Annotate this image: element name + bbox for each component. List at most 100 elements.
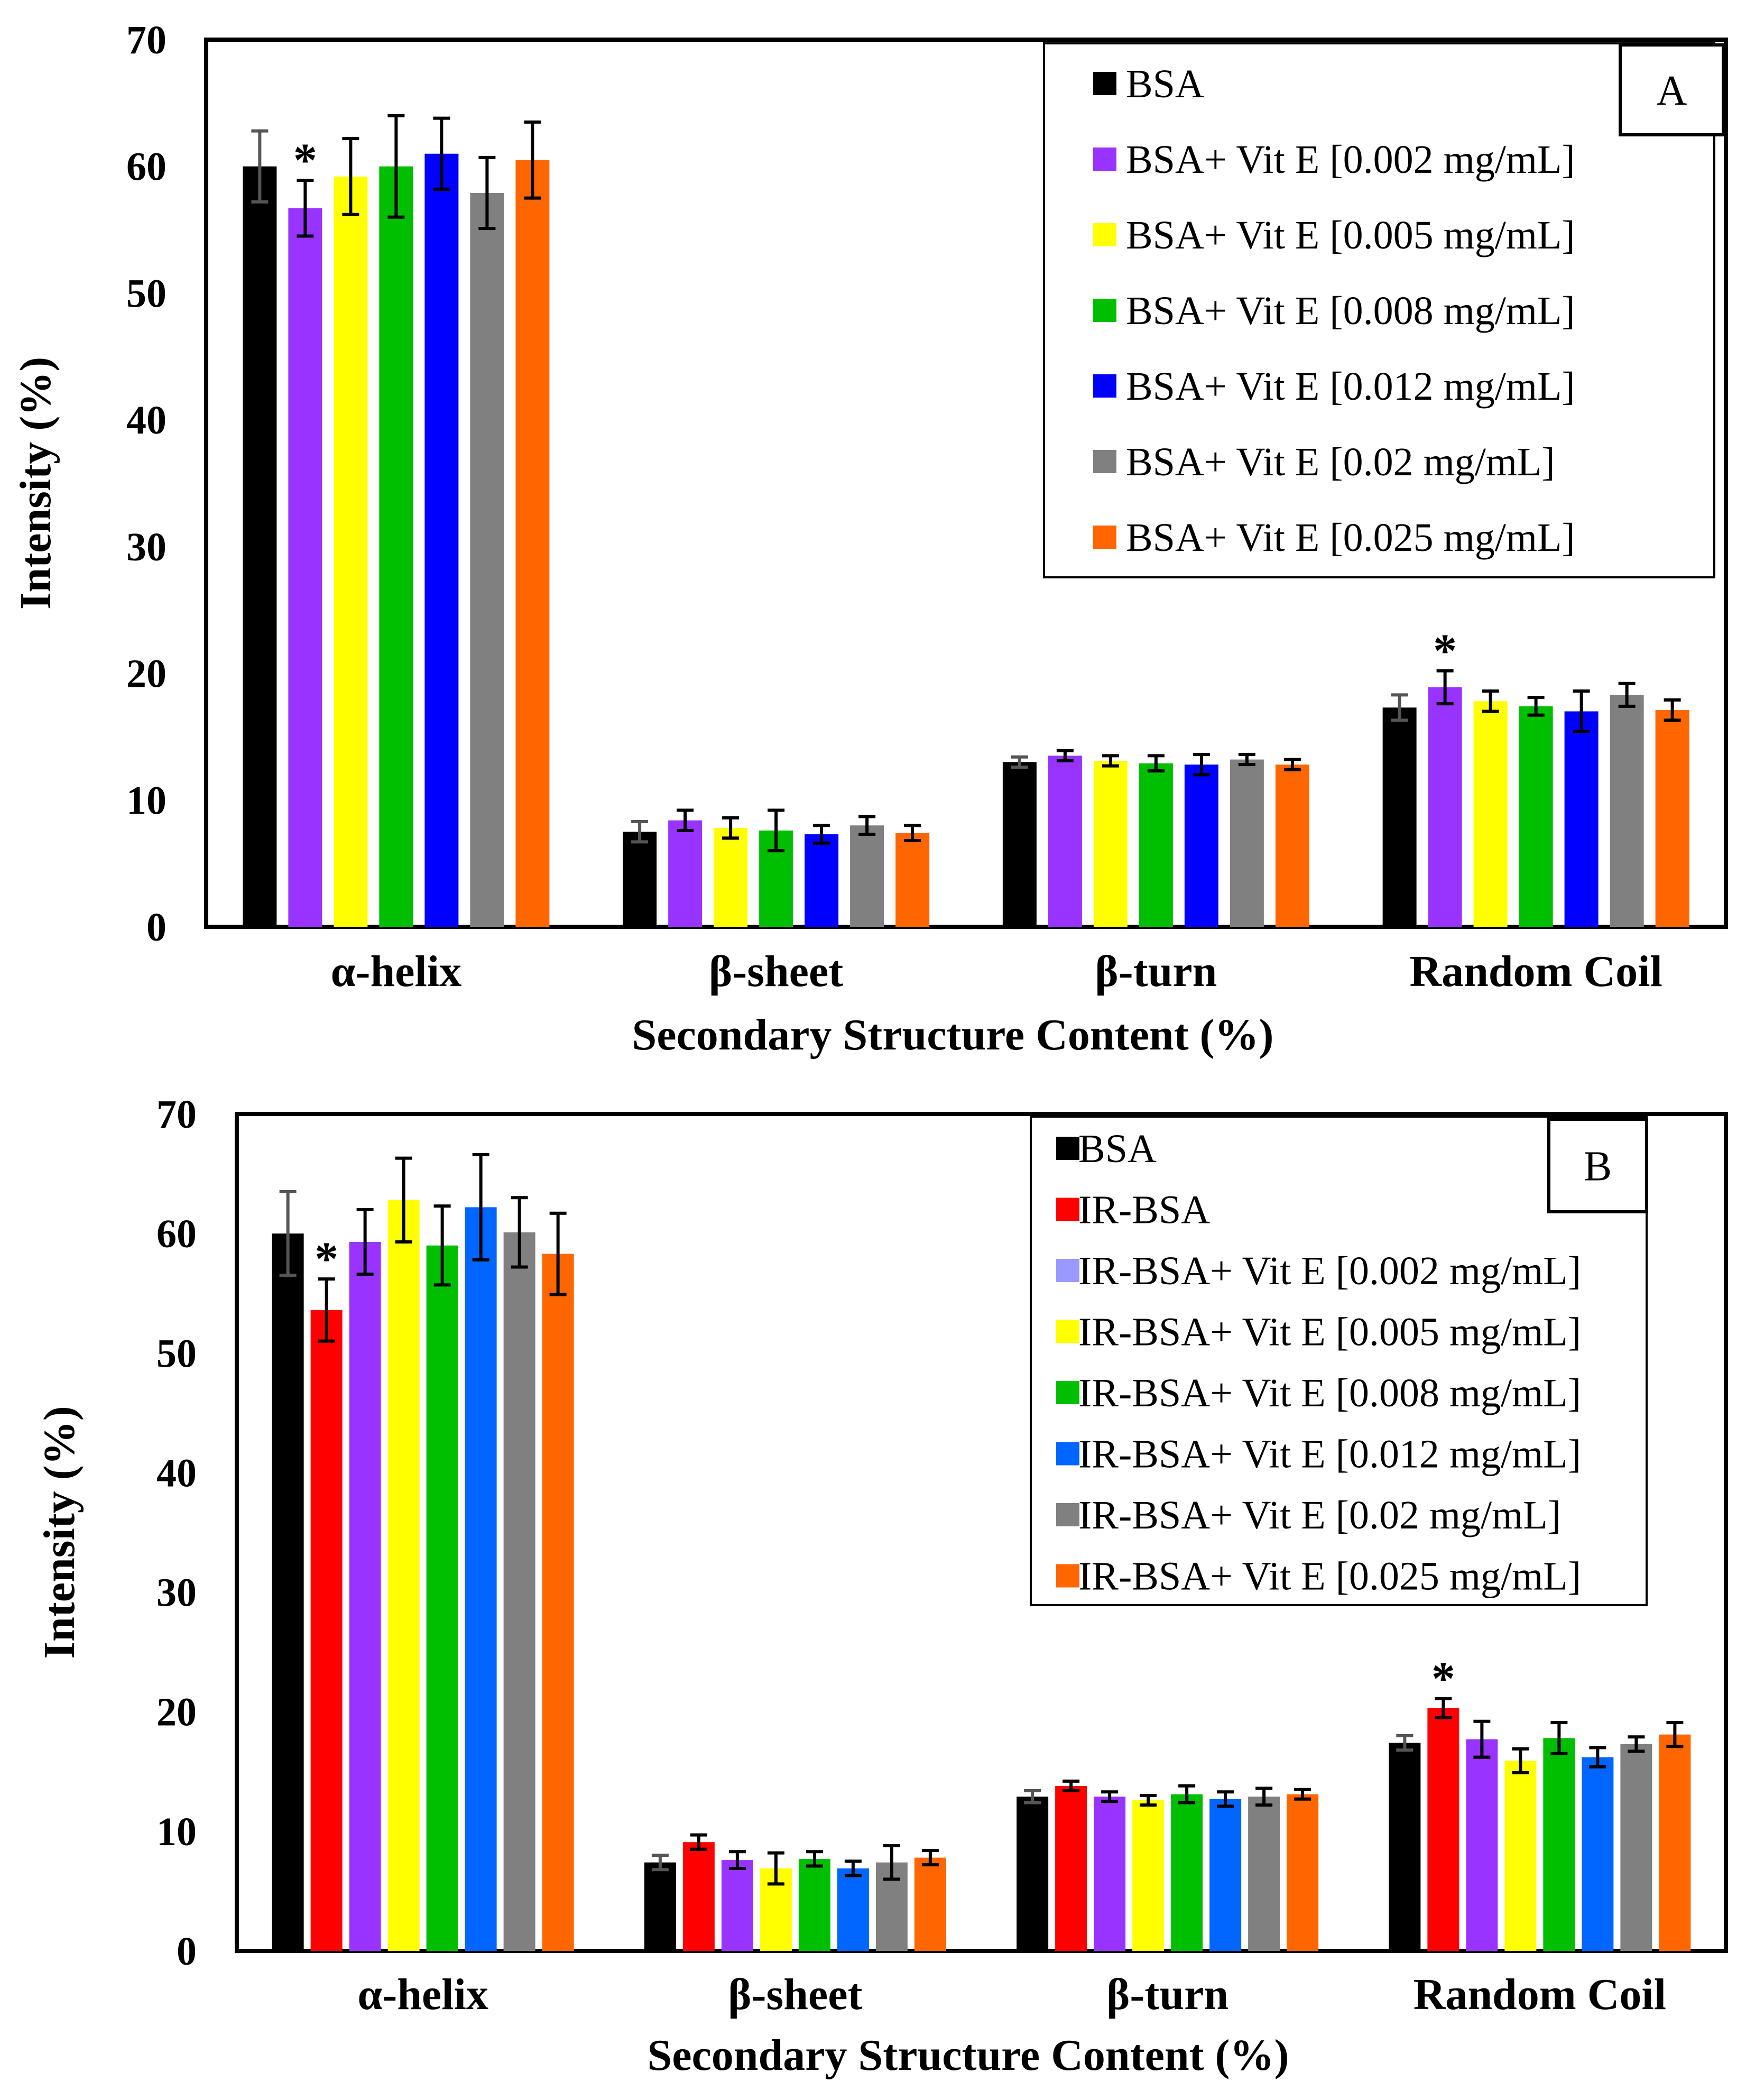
- legend-entry: BSA: [1078, 1127, 1157, 1171]
- legend-swatch: [1093, 72, 1116, 95]
- bar: [243, 166, 277, 927]
- x-category-label: β-sheet: [728, 1970, 862, 2019]
- bar: [379, 166, 413, 927]
- plot-frame: [235, 1112, 1728, 1953]
- bar: [542, 1254, 574, 1951]
- legend-entry: IR-BSA: [1078, 1188, 1210, 1232]
- bar: [1002, 762, 1037, 927]
- legend-entry: BSA+ Vit E [0.012 mg/mL]: [1126, 364, 1575, 409]
- bar: [805, 834, 839, 927]
- bar: [1504, 1761, 1537, 1951]
- x-category-label: Random Coil: [1409, 947, 1662, 996]
- bar: [1055, 1785, 1087, 1951]
- legend-box: [1043, 42, 1715, 578]
- legend-swatch: [1056, 1198, 1079, 1221]
- bar: [349, 1241, 381, 1951]
- bar: [1171, 1794, 1203, 1951]
- legend-entry: IR-BSA+ Vit E [0.025 mg/mL]: [1078, 1554, 1581, 1599]
- x-category-label: α-helix: [357, 1970, 488, 2019]
- legend-entry: BSA+ Vit E [0.005 mg/mL]: [1126, 213, 1575, 257]
- bar: [465, 1207, 497, 1951]
- panel-label: A: [1657, 68, 1687, 114]
- legend-swatch: [1093, 299, 1116, 322]
- bar: [682, 1842, 715, 1951]
- bar: [1132, 1800, 1165, 1951]
- bar: [1287, 1794, 1319, 1951]
- bar: [424, 153, 459, 927]
- bar: [387, 1200, 420, 1951]
- legend-swatch: [1093, 148, 1116, 171]
- bar: [1230, 759, 1264, 927]
- legend-swatch: [1093, 450, 1116, 473]
- bar: [1564, 711, 1599, 927]
- legend-entry: IR-BSA+ Vit E [0.02 mg/mL]: [1078, 1493, 1561, 1537]
- bar: [426, 1245, 458, 1951]
- legend-box: [1030, 1116, 1648, 1606]
- y-tick-label: 60: [126, 145, 167, 189]
- bar: [721, 1860, 753, 1951]
- bar: [1094, 1797, 1126, 1951]
- legend-entry: BSA+ Vit E [0.008 mg/mL]: [1126, 289, 1575, 333]
- chart-panel-b: 0 10 20 30 40 50 60 70 Intensity (%) α-helix β-she…: [35, 1092, 1728, 2080]
- bar: [1093, 760, 1128, 927]
- significance-marker: *: [1433, 625, 1457, 677]
- legend-swatch: [1056, 1259, 1079, 1282]
- bar: [850, 825, 884, 927]
- y-tick-label: 40: [126, 398, 167, 443]
- bar: [623, 832, 657, 927]
- x-category-label: β-turn: [1095, 947, 1217, 996]
- legend-swatch: [1056, 1503, 1079, 1526]
- bar: [1017, 1797, 1049, 1951]
- y-tick-label: 20: [126, 652, 167, 696]
- x-axis-title: Secondary Structure Content (%): [632, 1010, 1274, 1060]
- y-tick-label: 70: [126, 18, 167, 62]
- y-tick-label: 10: [156, 1810, 197, 1854]
- bar: [714, 828, 748, 927]
- y-tick-label: 50: [126, 271, 167, 316]
- legend-swatch: [1056, 1137, 1079, 1160]
- legend-entry: IR-BSA+ Vit E [0.002 mg/mL]: [1078, 1249, 1581, 1293]
- bar: [1582, 1757, 1614, 1951]
- legend-entry: BSA+ Vit E [0.025 mg/mL]: [1126, 515, 1575, 560]
- bar: [914, 1857, 946, 1951]
- y-tick-label: 10: [126, 778, 167, 823]
- x-category-label: α-helix: [331, 947, 462, 996]
- legend-swatch: [1056, 1442, 1079, 1466]
- y-axis-title: Intensity (%): [35, 1406, 84, 1659]
- significance-marker: *: [315, 1233, 338, 1285]
- legend-swatch: [1056, 1320, 1079, 1343]
- legend-entry: BSA+ Vit E [0.002 mg/mL]: [1126, 137, 1575, 182]
- y-tick-label: 0: [177, 1929, 197, 1974]
- y-axis-title: Intensity (%): [11, 357, 60, 610]
- bar: [1543, 1738, 1575, 1951]
- y-tick-label: 60: [156, 1212, 197, 1256]
- bar: [1655, 710, 1689, 927]
- bar: [798, 1858, 830, 1951]
- bar: [1139, 763, 1173, 927]
- bar: [334, 176, 368, 927]
- bar: [668, 820, 703, 927]
- bar: [1610, 695, 1644, 927]
- chart-panel-a: 0 10 20 30 40 50 60 70 Intensity (%) α-helix β-she…: [11, 18, 1728, 1060]
- x-axis-title: Secondary Structure Content (%): [648, 2031, 1289, 2080]
- significance-marker: *: [293, 134, 317, 187]
- legend-swatch: [1056, 1564, 1079, 1588]
- y-tick-label: 40: [156, 1451, 197, 1495]
- bar: [515, 160, 550, 927]
- panel-label-box: [1619, 43, 1725, 136]
- legend-entry: IR-BSA+ Vit E [0.005 mg/mL]: [1078, 1310, 1581, 1355]
- bar: [644, 1862, 676, 1951]
- bar: [288, 208, 322, 927]
- bar: [1184, 765, 1218, 927]
- bar: [1275, 765, 1309, 927]
- bar: [470, 193, 504, 927]
- bar: [1427, 1708, 1459, 1951]
- bar: [895, 833, 930, 927]
- bar: [1466, 1739, 1498, 1951]
- legend-swatch: [1093, 223, 1116, 246]
- legend-entry: BSA: [1126, 62, 1204, 106]
- bar: [272, 1233, 304, 1951]
- legend-swatch: [1093, 526, 1116, 549]
- bar: [1248, 1797, 1280, 1951]
